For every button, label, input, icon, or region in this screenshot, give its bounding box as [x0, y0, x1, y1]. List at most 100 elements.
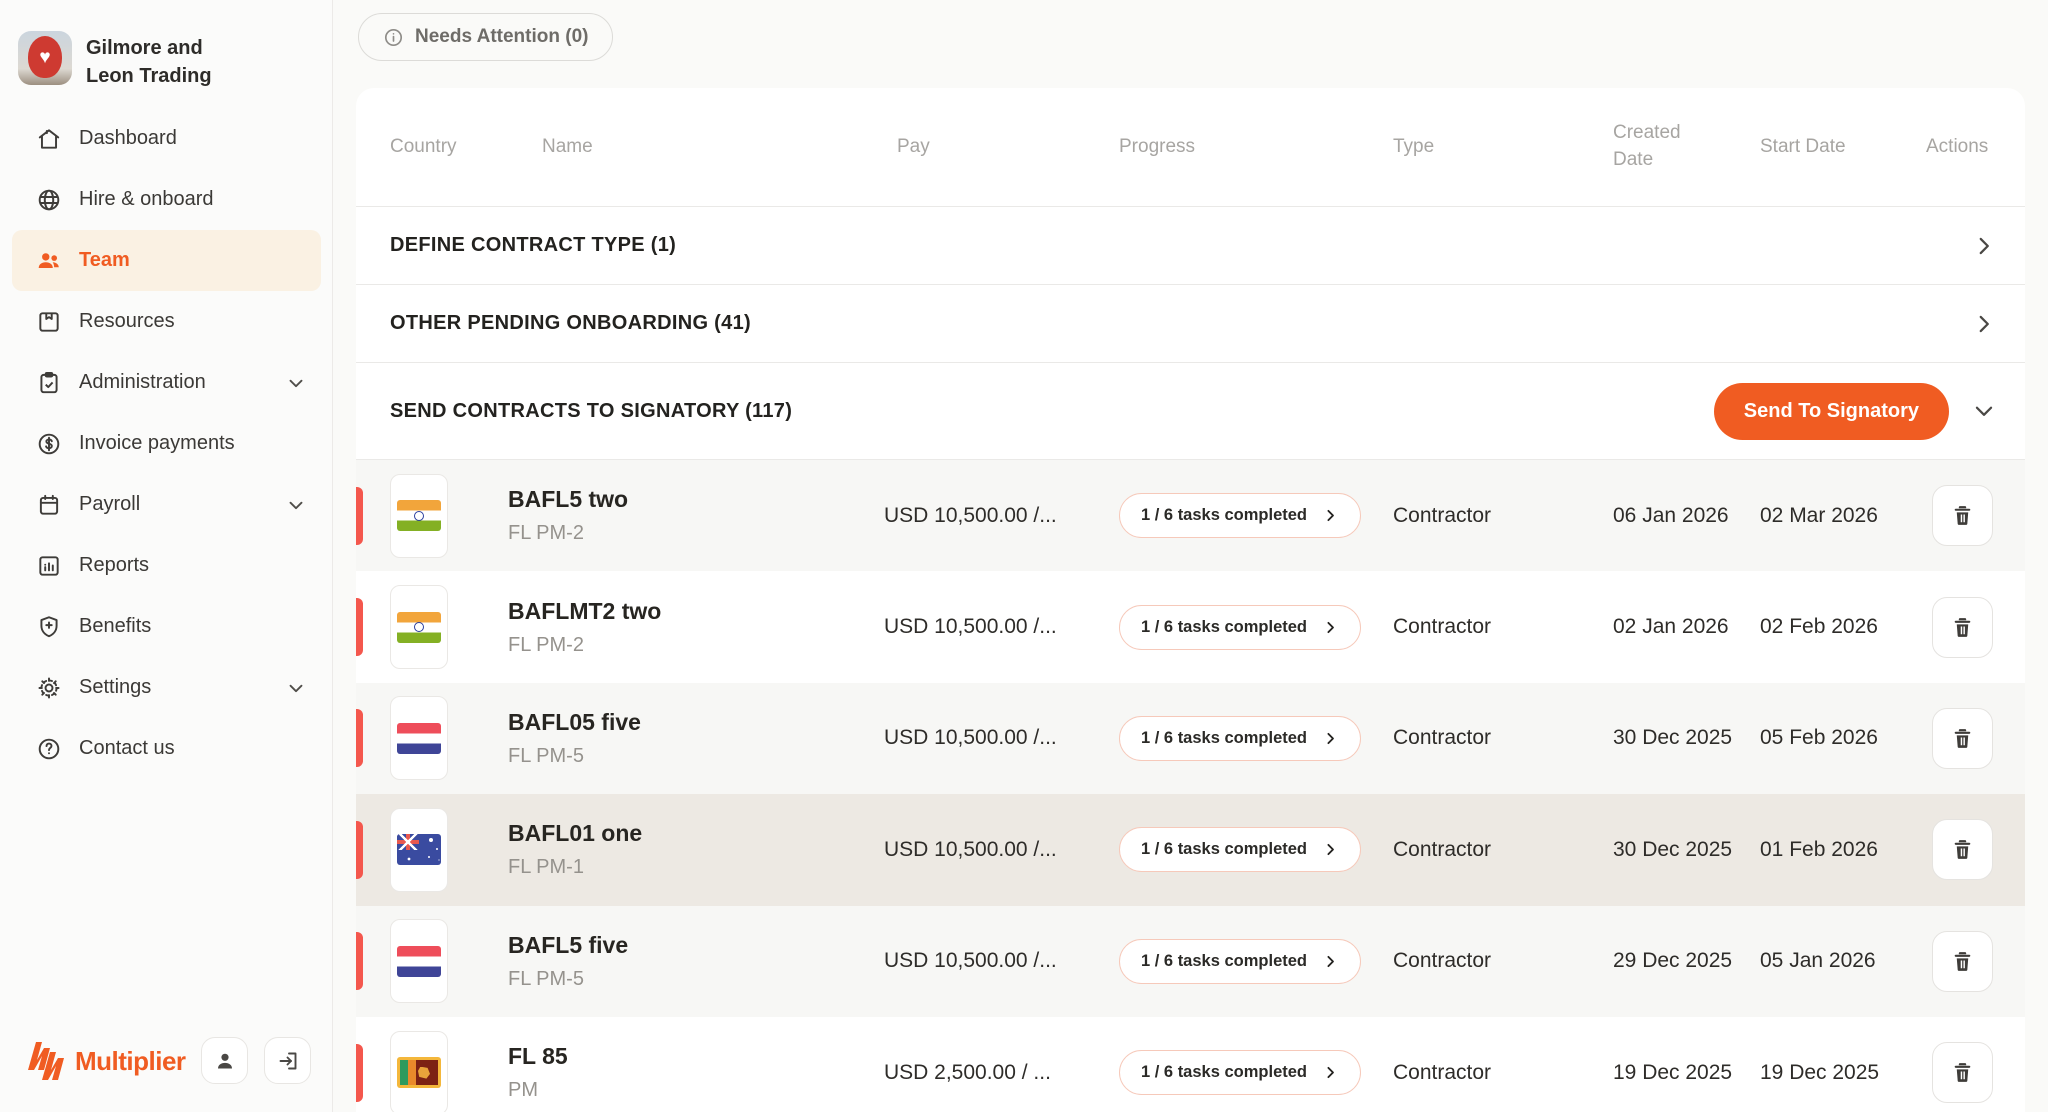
- chevron-right-icon: [1327, 1067, 1334, 1079]
- pay-amount: USD 10,500.00 /...: [884, 615, 1057, 639]
- table-row[interactable]: BAFL01 one FL PM-1 USD 10,500.00 /... 1 /…: [356, 794, 2025, 906]
- trash-icon: [1954, 1063, 1971, 1083]
- progress-label: 1 / 6 tasks completed: [1141, 1063, 1307, 1082]
- table-row[interactable]: BAFL5 two FL PM-2 USD 10,500.00 /... 1 / …: [356, 460, 2025, 572]
- table-body: BAFL5 two FL PM-2 USD 10,500.00 /... 1 / …: [356, 460, 2025, 1112]
- table-row[interactable]: FL 85 PM USD 2,500.00 / ... 1 / 6 tasks c…: [356, 1016, 2025, 1112]
- chevron-right-icon: [1327, 955, 1334, 967]
- calendar-icon: [39, 494, 59, 515]
- company-selector[interactable]: ♥ Gilmore and Leon Trading: [18, 31, 318, 90]
- country-flag: [390, 696, 448, 781]
- section-title: DEFINE CONTRACT TYPE (1): [390, 234, 677, 256]
- sidebar-item-reports[interactable]: Reports: [0, 535, 333, 596]
- section-title: SEND CONTRACTS TO SIGNATORY (117): [390, 399, 793, 422]
- needs-attention-label: Needs Attention (0): [415, 26, 589, 47]
- table-row[interactable]: BAFLMT2 two FL PM-2 USD 10,500.00 /... 1 …: [356, 571, 2025, 683]
- box-icon: [39, 311, 59, 332]
- trash-icon: [1954, 506, 1971, 526]
- sidebar-item-contact-us[interactable]: Contact us: [0, 718, 333, 779]
- pay-amount: USD 2,500.00 / ...: [884, 1060, 1051, 1084]
- company-name: Gilmore and Leon Trading: [86, 37, 212, 87]
- created-date: 19 Dec 2025: [1613, 1060, 1733, 1084]
- progress-pill[interactable]: 1 / 6 tasks completed: [1119, 715, 1361, 761]
- australia-flag-icon: [397, 834, 441, 866]
- section-actions: Send To Signatory: [1713, 382, 1997, 440]
- status-strip: [356, 709, 363, 768]
- status-strip: [356, 598, 363, 657]
- contract-type: Contractor: [1393, 726, 1492, 750]
- pay-amount: USD 10,500.00 /...: [884, 949, 1057, 973]
- section-define-contract-type[interactable]: DEFINE CONTRACT TYPE (1): [356, 207, 2025, 285]
- delete-button[interactable]: [1932, 485, 1993, 547]
- onboarding-table-card: Country Name Pay Progress Type Created D…: [356, 88, 2025, 1112]
- section-other-pending-onboarding[interactable]: OTHER PENDING ONBOARDING (41): [356, 285, 2025, 363]
- created-date: 30 Dec 2025: [1613, 726, 1733, 750]
- sidebar-item-label: Payroll: [79, 493, 141, 515]
- delete-button[interactable]: [1932, 819, 1993, 881]
- progress-pill[interactable]: 1 / 6 tasks completed: [1119, 493, 1361, 539]
- country-flag: [390, 473, 448, 558]
- country-flag: [390, 919, 448, 1004]
- contract-type: Contractor: [1393, 1060, 1492, 1084]
- logout-button[interactable]: [264, 1037, 311, 1084]
- sidebar-item-benefits[interactable]: Benefits: [0, 596, 333, 657]
- trash-icon: [1954, 840, 1971, 860]
- india-flag-icon: [397, 500, 441, 532]
- created-date: 02 Jan 2026: [1613, 615, 1729, 639]
- chevron-down-icon: [289, 684, 303, 692]
- multiplier-logo-text: Multiplier: [75, 1045, 186, 1076]
- netherlands-flag-icon: [397, 945, 441, 977]
- sidebar-item-administration[interactable]: Administration: [0, 352, 333, 413]
- chevron-down-icon: [289, 501, 303, 509]
- col-header-pay: Pay: [897, 136, 930, 157]
- info-circle-icon: [384, 28, 403, 46]
- delete-button[interactable]: [1932, 930, 1993, 992]
- account-button[interactable]: [201, 1037, 248, 1084]
- contract-name: BAFL5 two: [508, 486, 629, 513]
- sidebar-item-label: Contact us: [79, 737, 175, 759]
- start-date: 05 Jan 2026: [1760, 949, 1876, 973]
- progress-pill[interactable]: 1 / 6 tasks completed: [1119, 604, 1361, 650]
- sidebar-item-hire-onboard[interactable]: Hire & onboard: [0, 169, 333, 230]
- trash-icon: [1954, 617, 1971, 637]
- progress-pill[interactable]: 1 / 6 tasks completed: [1119, 1050, 1361, 1096]
- help-circle-icon: [38, 738, 60, 759]
- status-strip: [356, 932, 363, 991]
- contract-name: BAFL05 five: [508, 708, 641, 735]
- table-row[interactable]: BAFL5 five FL PM-5 USD 10,500.00 /... 1 /…: [356, 905, 2025, 1017]
- sidebar-item-invoice-payments[interactable]: Invoice payments: [0, 413, 333, 474]
- contract-subtitle: FL PM-1: [508, 856, 584, 879]
- col-header-type: Type: [1393, 136, 1435, 157]
- progress-label: 1 / 6 tasks completed: [1141, 951, 1307, 970]
- section-send-contracts-to-signatory[interactable]: SEND CONTRACTS TO SIGNATORY (117) Send T…: [356, 363, 2025, 460]
- sidebar: ♥ Gilmore and Leon Trading Dashboard Hir…: [0, 0, 333, 1112]
- contract-subtitle: FL PM-5: [508, 967, 584, 990]
- delete-button[interactable]: [1932, 1042, 1993, 1104]
- needs-attention-button[interactable]: Needs Attention (0): [358, 13, 614, 61]
- sidebar-item-payroll[interactable]: Payroll: [0, 474, 333, 535]
- logout-icon: [279, 1052, 296, 1069]
- chevron-right-icon: [1979, 315, 1989, 332]
- progress-label: 1 / 6 tasks completed: [1141, 728, 1307, 747]
- chevron-right-icon: [1327, 844, 1334, 856]
- send-to-signatory-button[interactable]: Send To Signatory: [1713, 382, 1949, 440]
- start-date: 19 Dec 2025: [1760, 1060, 1880, 1084]
- sidebar-item-settings[interactable]: Settings: [0, 657, 333, 718]
- sidebar-item-resources[interactable]: Resources: [0, 291, 333, 352]
- chevron-right-icon: [1327, 732, 1334, 744]
- company-avatar: ♥: [18, 31, 72, 85]
- sidebar-item-dashboard[interactable]: Dashboard: [0, 108, 333, 169]
- delete-button[interactable]: [1932, 707, 1993, 769]
- bar-chart-icon: [39, 555, 59, 576]
- sidebar-item-team[interactable]: Team: [12, 230, 321, 291]
- netherlands-flag-icon: [397, 722, 441, 754]
- delete-button[interactable]: [1932, 596, 1993, 658]
- sidebar-item-label: Invoice payments: [79, 432, 235, 454]
- progress-pill[interactable]: 1 / 6 tasks completed: [1119, 827, 1361, 873]
- progress-pill[interactable]: 1 / 6 tasks completed: [1119, 938, 1361, 984]
- sidebar-item-label: Benefits: [79, 615, 152, 637]
- contract-subtitle: FL PM-5: [508, 744, 584, 767]
- table-row[interactable]: BAFL05 five FL PM-5 USD 10,500.00 /... 1 …: [356, 682, 2025, 795]
- main-content: Needs Attention (0) Country Name Pay Pro…: [333, 0, 2048, 1112]
- table-header-row: Country Name Pay Progress Type Created D…: [356, 88, 2025, 207]
